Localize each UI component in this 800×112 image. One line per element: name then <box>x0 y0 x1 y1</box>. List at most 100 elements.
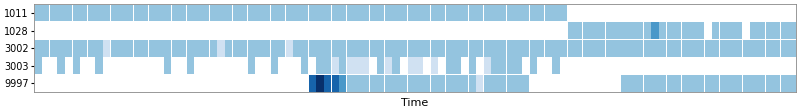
Bar <box>461 5 468 21</box>
Bar <box>294 5 301 21</box>
Bar <box>469 40 476 57</box>
Bar <box>278 40 286 57</box>
Bar <box>194 40 202 57</box>
Bar <box>400 5 407 21</box>
Bar <box>50 5 57 21</box>
Bar <box>415 5 422 21</box>
Bar <box>545 40 552 57</box>
Bar <box>118 40 126 57</box>
Bar <box>712 22 719 39</box>
Bar <box>697 75 704 92</box>
Bar <box>354 5 362 21</box>
Bar <box>415 40 422 57</box>
Bar <box>629 22 636 39</box>
Bar <box>690 75 697 92</box>
Bar <box>530 57 537 74</box>
Bar <box>621 75 628 92</box>
Bar <box>316 5 323 21</box>
Bar <box>697 40 704 57</box>
Bar <box>590 40 598 57</box>
Bar <box>34 57 42 74</box>
Bar <box>469 75 476 92</box>
Bar <box>378 5 385 21</box>
Bar <box>202 40 210 57</box>
Bar <box>50 40 57 57</box>
Bar <box>651 75 658 92</box>
Bar <box>659 75 666 92</box>
Bar <box>324 40 331 57</box>
Bar <box>255 40 262 57</box>
Bar <box>141 5 148 21</box>
Bar <box>218 40 225 57</box>
Bar <box>461 75 468 92</box>
Bar <box>720 75 727 92</box>
Bar <box>789 22 796 39</box>
Bar <box>126 5 133 21</box>
Bar <box>705 40 712 57</box>
Bar <box>393 75 400 92</box>
Bar <box>735 40 742 57</box>
Bar <box>378 75 385 92</box>
Bar <box>393 5 400 21</box>
Bar <box>423 75 430 92</box>
Bar <box>80 5 87 21</box>
Bar <box>354 75 362 92</box>
Bar <box>134 5 141 21</box>
Bar <box>263 5 270 21</box>
Bar <box>316 40 323 57</box>
Bar <box>499 5 506 21</box>
Bar <box>354 57 362 74</box>
Bar <box>789 75 796 92</box>
Bar <box>506 57 514 74</box>
Bar <box>758 75 765 92</box>
Bar <box>240 40 247 57</box>
Bar <box>309 75 316 92</box>
Bar <box>331 40 338 57</box>
Bar <box>73 40 80 57</box>
Bar <box>187 57 194 74</box>
Bar <box>690 40 697 57</box>
Bar <box>423 40 430 57</box>
Bar <box>742 75 750 92</box>
Bar <box>80 40 87 57</box>
Bar <box>674 22 682 39</box>
Bar <box>720 22 727 39</box>
Bar <box>522 40 529 57</box>
Bar <box>362 75 370 92</box>
Bar <box>484 57 491 74</box>
Bar <box>301 5 308 21</box>
Bar <box>210 5 217 21</box>
Bar <box>644 40 651 57</box>
Bar <box>651 22 658 39</box>
Bar <box>385 75 392 92</box>
Bar <box>430 75 438 92</box>
Bar <box>484 75 491 92</box>
Bar <box>393 57 400 74</box>
Bar <box>346 40 354 57</box>
Bar <box>194 5 202 21</box>
Bar <box>712 75 719 92</box>
Bar <box>766 22 773 39</box>
Bar <box>95 40 102 57</box>
Bar <box>522 75 529 92</box>
Bar <box>666 75 674 92</box>
Bar <box>172 40 179 57</box>
Bar <box>666 22 674 39</box>
Bar <box>248 40 255 57</box>
X-axis label: Time: Time <box>402 98 429 108</box>
Bar <box>65 40 72 57</box>
Bar <box>606 40 613 57</box>
Bar <box>659 22 666 39</box>
Bar <box>506 75 514 92</box>
Bar <box>42 5 50 21</box>
Bar <box>294 40 301 57</box>
Bar <box>491 75 498 92</box>
Bar <box>499 40 506 57</box>
Bar <box>735 75 742 92</box>
Bar <box>537 5 544 21</box>
Bar <box>278 5 286 21</box>
Bar <box>781 40 788 57</box>
Bar <box>773 40 781 57</box>
Bar <box>385 57 392 74</box>
Bar <box>430 57 438 74</box>
